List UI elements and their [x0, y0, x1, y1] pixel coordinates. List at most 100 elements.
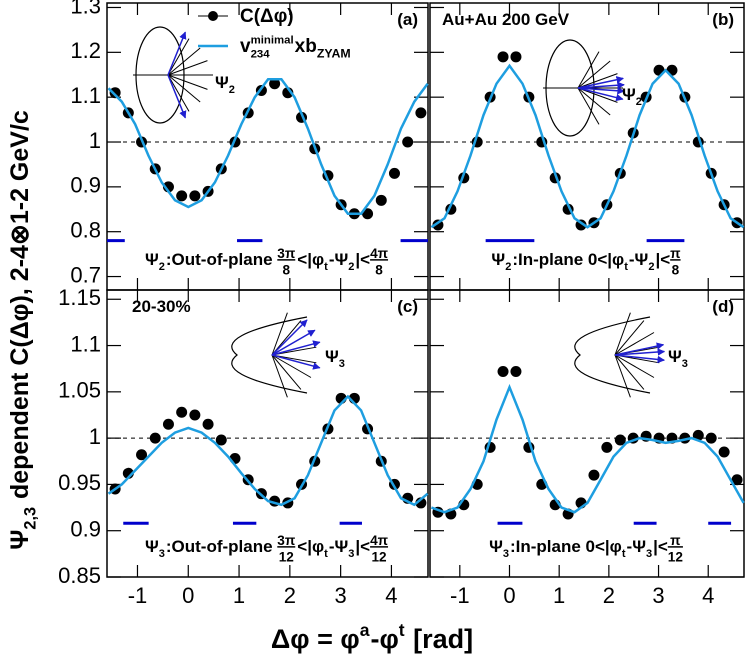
data-point	[375, 194, 387, 206]
model-curve	[107, 77, 429, 216]
text-part: 4π	[370, 246, 389, 261]
text-part: C(Δφ)	[240, 6, 294, 27]
text-part: t	[399, 620, 405, 640]
text-part: 2	[648, 261, 654, 273]
text-part: |<	[653, 537, 668, 556]
text-part: Ψ	[491, 250, 505, 269]
inset-ray	[614, 354, 655, 378]
data-point	[136, 449, 148, 461]
text-part: 2,3	[22, 507, 40, 530]
inset-ray	[271, 354, 312, 378]
x-tick-label: 2	[603, 583, 615, 608]
text-part: 2	[229, 84, 235, 96]
inset-ray	[271, 312, 288, 356]
text-part: [rad]	[406, 624, 474, 654]
inset-shape	[231, 316, 308, 394]
inset-arrow	[271, 340, 321, 356]
text-part: 3	[503, 548, 509, 560]
y-tick-label: 1	[89, 424, 101, 449]
text-part: π	[670, 246, 681, 261]
text-part: 3	[682, 358, 688, 370]
text-part: 12	[668, 549, 684, 564]
data-point	[109, 87, 121, 99]
inset-arrow	[167, 31, 187, 76]
rich-text: Ψ 2:Out-of-plane 3π8<|φ t -Ψ 2 |< 4π8	[145, 246, 389, 277]
x-tick-label: 4	[385, 583, 397, 608]
y-tick-label: 1.3	[70, 0, 101, 18]
text-part: 8	[375, 262, 383, 277]
inset-ray	[577, 60, 611, 89]
text-part: dependent C(Δφ), 2-4⊗1-2 GeV/c	[6, 110, 34, 506]
text-part: :In-plane 0<|φ	[512, 250, 624, 269]
inset-arrow	[577, 87, 624, 102]
y-tick-label: 1.2	[70, 38, 101, 63]
panel-frame	[429, 289, 745, 578]
text-part: 2	[636, 96, 642, 108]
text-part: -Ψ	[627, 537, 646, 556]
text-part: t	[622, 548, 626, 560]
inset-ray	[577, 73, 618, 89]
annotation: 20-30%	[132, 297, 191, 316]
text-part: Ψ	[6, 530, 34, 550]
data-point	[215, 434, 227, 446]
data-point	[497, 365, 509, 377]
text-part: 4π	[370, 533, 389, 548]
data-point	[588, 469, 600, 481]
panel-label: (b)	[712, 10, 734, 29]
text-part: 3π	[277, 533, 296, 548]
data-point	[415, 107, 427, 119]
text-part: 8	[672, 262, 680, 277]
y-tick-label: 0.8	[70, 218, 101, 243]
inset-ray	[271, 354, 302, 390]
text-part: Ψ	[145, 537, 159, 556]
rich-text: v minimal 234 xb ZYAM	[240, 34, 351, 60]
y-tick-label: 1.15	[58, 285, 101, 310]
y-tick-label: 0.7	[70, 262, 101, 287]
rich-text: Ψ 2:In-plane 0<|φ t -Ψ 2 |< π8	[491, 246, 681, 277]
text-part: t	[624, 261, 628, 273]
text-part: 12	[372, 549, 388, 564]
text-part: minimal	[251, 34, 294, 46]
x-tick-label: 3	[652, 583, 664, 608]
panel-frame	[106, 289, 429, 578]
data-point	[510, 365, 522, 377]
inset-arrow	[577, 87, 625, 95]
text-part: 2	[348, 261, 354, 273]
inset-arrow	[271, 329, 316, 356]
data-point	[692, 429, 704, 441]
inset-ray	[614, 354, 631, 398]
data-point	[731, 474, 743, 486]
y-tick-label: 1.1	[70, 331, 101, 356]
inset-ray	[614, 312, 631, 356]
text-part: 2	[505, 261, 511, 273]
legend-marker	[208, 11, 218, 21]
inset-diagram	[543, 39, 625, 137]
data-point	[614, 434, 626, 446]
inset-ray	[614, 332, 655, 356]
inset-shape	[574, 316, 651, 394]
data-point	[269, 78, 281, 90]
inset-ray	[614, 320, 645, 356]
text-part: Δφ = φ	[271, 624, 360, 654]
data-point	[189, 190, 201, 202]
text-part: 12	[279, 549, 295, 564]
inset-ray	[577, 51, 600, 89]
y-tick-label: 0.85	[58, 563, 101, 588]
data-point	[601, 441, 613, 453]
text-part: |<	[355, 537, 370, 556]
text-part: a	[360, 620, 370, 640]
rich-text: Δφ = φ a -φ t [rad]	[271, 620, 473, 654]
inset-ray	[167, 74, 208, 90]
rich-text: Ψ 3:In-plane 0<|φ t -Ψ 3 |< π12	[489, 533, 683, 564]
text-part: t	[324, 548, 328, 560]
text-part: :In-plane 0<|φ	[510, 537, 622, 556]
data-point	[162, 418, 174, 430]
inset-arrow	[577, 76, 624, 89]
x-tick-label: 0	[182, 583, 194, 608]
text-part: Ψ	[145, 250, 159, 269]
panel-label: (d)	[712, 297, 734, 316]
